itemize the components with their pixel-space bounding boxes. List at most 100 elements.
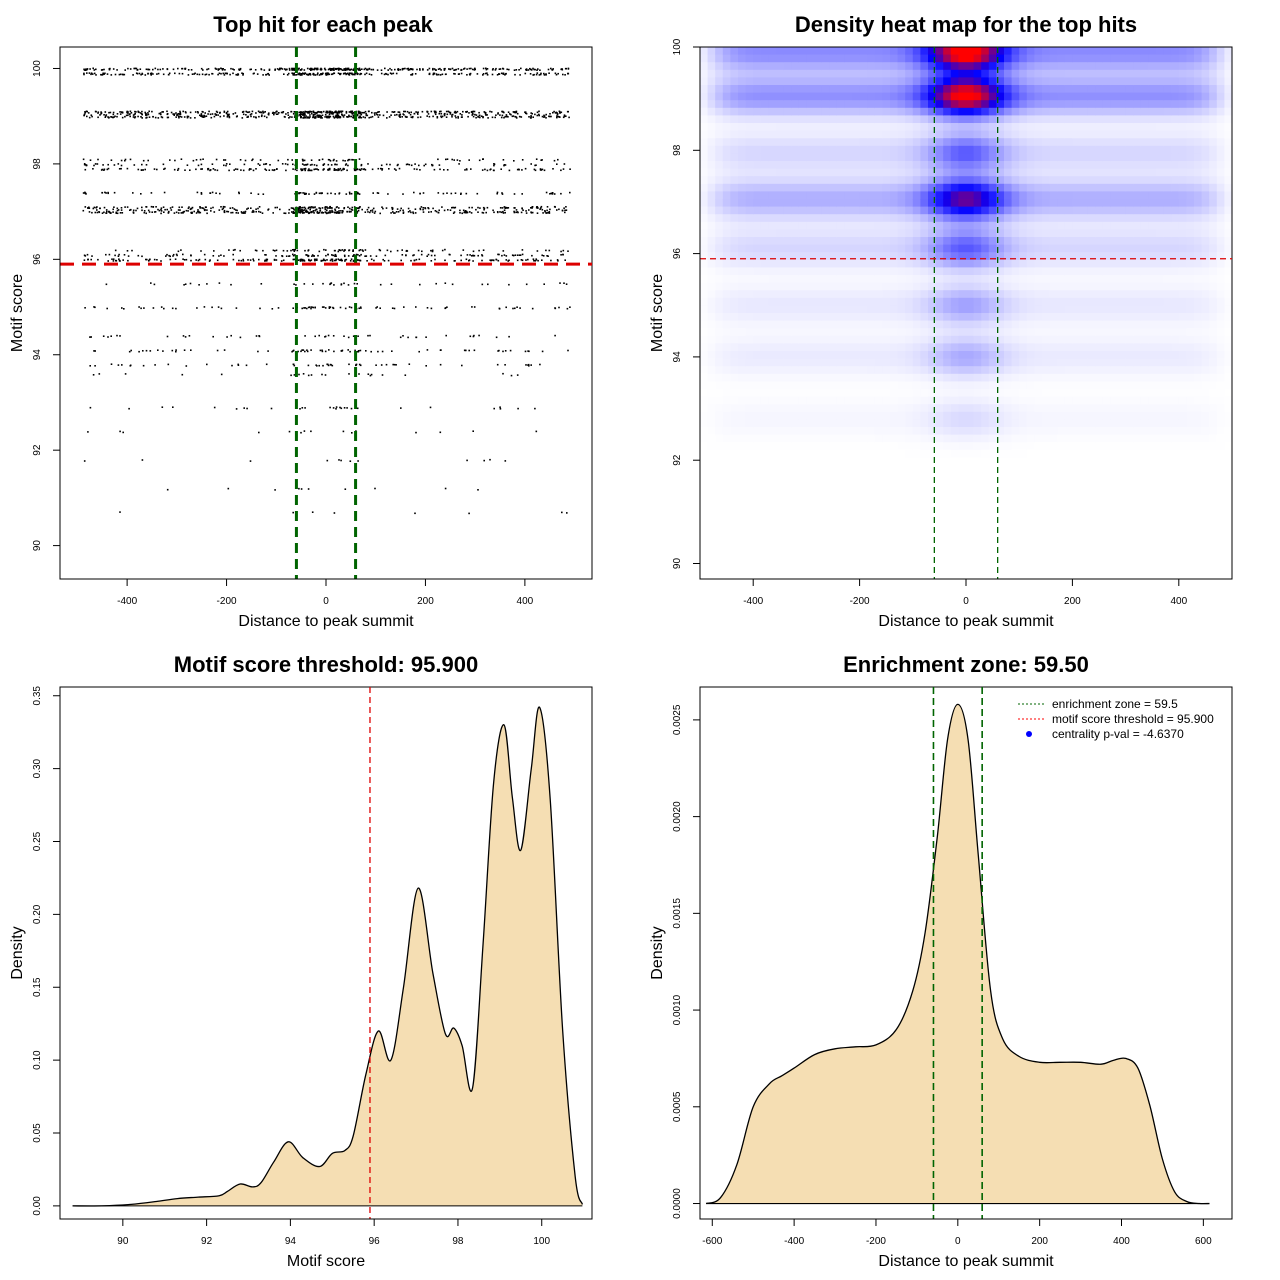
- y-tick-label: 96: [32, 253, 43, 265]
- scatter-point: [346, 72, 349, 75]
- heatmap-cell: [859, 389, 868, 398]
- scatter-point: [319, 210, 321, 212]
- scatter-point: [258, 115, 260, 118]
- scatter-point: [413, 168, 416, 170]
- scatter-point: [240, 259, 243, 262]
- scatter-point: [116, 209, 119, 212]
- heatmap-cell: [730, 69, 739, 78]
- scatter-point: [191, 206, 194, 209]
- heatmap-cell: [722, 100, 731, 109]
- heatmap-cell: [852, 176, 861, 185]
- scatter-point: [232, 258, 235, 261]
- scatter-point: [525, 212, 528, 214]
- heatmap-cell: [905, 176, 914, 185]
- scatter-point: [445, 116, 448, 118]
- heatmap-cell: [783, 100, 792, 109]
- scatter-point: [381, 168, 384, 170]
- scatter-point: [217, 68, 219, 70]
- scatter-point: [112, 208, 114, 211]
- heatmap-cell: [905, 214, 914, 223]
- scatter-point: [299, 206, 301, 208]
- scatter-point: [473, 254, 476, 257]
- heatmap-cell: [852, 525, 861, 534]
- scatter-point: [337, 116, 340, 119]
- heatmap-cell: [814, 351, 823, 360]
- scatter-point: [242, 110, 245, 113]
- heatmap-cell: [882, 510, 891, 519]
- heatmap-cell: [791, 351, 800, 360]
- heatmap-cell: [829, 487, 838, 496]
- heatmap-cell: [798, 541, 807, 550]
- heatmap-cell: [867, 556, 876, 565]
- scatter-point: [121, 307, 123, 309]
- heatmap-cell: [897, 465, 906, 474]
- scatter-point: [302, 117, 304, 119]
- heatmap-cell: [760, 244, 769, 253]
- heatmap-cell: [905, 115, 914, 124]
- scatter-point: [294, 168, 297, 171]
- heatmap-cell: [836, 297, 845, 306]
- scatter-point: [105, 283, 108, 286]
- scatter-point: [141, 209, 143, 212]
- scatter-point: [344, 255, 346, 258]
- heatmap-cell: [730, 176, 739, 185]
- scatter-point: [140, 169, 143, 171]
- heatmap-cell: [715, 191, 724, 200]
- heatmap-cell: [730, 389, 739, 398]
- heatmap-cell: [707, 62, 716, 71]
- scatter-point: [104, 191, 106, 194]
- heatmap-cell: [730, 525, 739, 534]
- heatmap-cell: [844, 442, 853, 451]
- heatmap-cell: [867, 206, 876, 215]
- scatter-point: [339, 73, 341, 75]
- scatter-point: [566, 512, 568, 514]
- scatter-point: [529, 67, 531, 70]
- heatmap-cell: [867, 290, 876, 299]
- heatmap-cell: [859, 335, 868, 344]
- heatmap-cell: [738, 138, 747, 147]
- heatmap-cell: [806, 115, 815, 124]
- heatmap-cell: [806, 343, 815, 352]
- scatter-point: [312, 210, 315, 212]
- heatmap-cell: [829, 518, 838, 527]
- scatter-point: [356, 350, 359, 353]
- scatter-point: [335, 169, 337, 171]
- heatmap-cell: [722, 487, 731, 496]
- heatmap-cell: [753, 449, 762, 458]
- heatmap-cell: [859, 77, 868, 86]
- scatter-point: [181, 67, 183, 70]
- heatmap-cell: [730, 495, 739, 504]
- heatmap-cell: [791, 123, 800, 132]
- scatter-point: [357, 350, 360, 352]
- heatmap-cell: [768, 313, 777, 322]
- scatter-point: [314, 209, 316, 212]
- scatter-point: [534, 68, 536, 71]
- heatmap-cell: [745, 434, 754, 443]
- scatter-point: [312, 255, 315, 257]
- heatmap-cell: [867, 533, 876, 542]
- scatter-point: [186, 116, 189, 119]
- heatmap-cell: [707, 328, 716, 337]
- scatter-point: [340, 169, 343, 172]
- heatmap-cell: [882, 351, 891, 360]
- heatmap-cell: [806, 161, 815, 170]
- heatmap-cell: [791, 358, 800, 367]
- heatmap-cell: [897, 77, 906, 86]
- scatter-point: [562, 249, 565, 252]
- scatter-point: [311, 255, 313, 257]
- scatter-point: [317, 212, 319, 214]
- heatmap-title: Density heat map for the top hits: [795, 12, 1137, 37]
- scatter-point: [463, 68, 465, 70]
- heatmap-cell: [760, 563, 769, 572]
- heatmap-cell: [722, 525, 731, 534]
- scatter-point: [484, 113, 487, 115]
- heatmap-cell: [738, 541, 747, 550]
- scatter-point: [437, 211, 440, 214]
- scatter-point: [358, 193, 361, 195]
- heatmap-cell: [707, 351, 716, 360]
- scatter-point: [287, 158, 289, 161]
- scatter-point: [86, 115, 88, 118]
- heatmap-cell: [806, 221, 815, 230]
- scatter-point: [426, 110, 429, 113]
